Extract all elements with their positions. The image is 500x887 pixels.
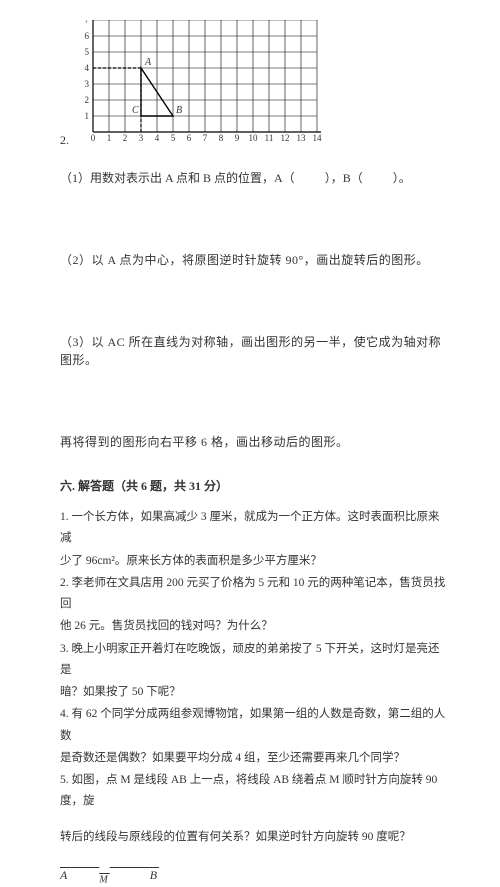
svg-text:13: 13 [297,133,307,143]
svg-text:6: 6 [187,133,192,143]
svg-text:11: 11 [265,133,274,143]
svg-text:A: A [144,57,152,68]
subq-2: （2）以 A 点为中心，将原图逆时针旋转 90°，画出旋转后的图形。 [60,251,450,269]
spacer [60,387,450,415]
subq-3: （3）以 AC 所在直线为对称轴，画出图形的另一半，使它成为轴对称图形。 [60,333,450,369]
svg-text:5: 5 [85,47,90,57]
svg-text:9: 9 [235,133,240,143]
q1-a: （1）用数对表示出 A 点和 B 点的位置，A（ [60,171,295,185]
svg-text:10: 10 [249,133,259,143]
svg-text:1: 1 [85,111,90,121]
grid-svg: 012345678910111213141234567ABC [75,20,323,146]
segment-am: A M [60,866,110,887]
svg-text:4: 4 [155,133,160,143]
point-a-label: A [60,868,69,882]
svg-text:6: 6 [85,31,90,41]
problem-1-l2: 少了 96cm²。原来长方体的表面积是多少平方厘米？ [60,551,450,572]
svg-text:5: 5 [171,133,176,143]
problem-2-l2: 他 26 元。售货员找回的钱对吗？为什么？ [60,616,450,637]
svg-text:4: 4 [85,63,90,73]
svg-text:C: C [132,105,139,116]
svg-text:8: 8 [219,133,224,143]
svg-text:3: 3 [85,79,90,89]
svg-text:B: B [176,105,182,116]
problem-number-2: 2. [60,131,69,151]
svg-text:2: 2 [123,133,128,143]
spacer [60,287,450,315]
svg-text:14: 14 [313,133,323,143]
line-segment-figure: A M B [60,866,450,887]
problem-5-l2: 转后的线段与原线段的位置有何关系？如果逆时针方向旋转 90 度呢？ [60,827,450,848]
spacer [60,205,450,233]
problem-2-chart-row: 2. 012345678910111213141234567ABC [60,20,450,151]
problem-4-l1: 4. 有 62 个同学分成两组参观博物馆，如果第一组的人数是奇数，第二组的人数 [60,704,450,747]
segment-mb: B [110,866,159,884]
point-m-label: M [99,874,109,885]
svg-text:1: 1 [107,133,112,143]
svg-text:7: 7 [85,20,90,25]
problem-3-l1: 3. 晚上小明家正开着灯在吃晚饭，顽皮的弟弟按了 5 下开关，这时灯是亮还是 [60,639,450,682]
q1-blank-b [366,171,390,185]
problem-1-l1: 1. 一个长方体，如果高减少 3 厘米，就成为一个正方体。这时表面积比原来减 [60,507,450,550]
svg-text:0: 0 [91,133,96,143]
problem-5-l1: 5. 如图，点 M 是线段 AB 上一点，将线段 AB 绕着点 M 顺时针方向旋… [60,770,450,813]
problem-2-l1: 2. 李老师在文具店用 200 元买了价格为 5 元和 10 元的两种笔记本，售… [60,573,450,616]
svg-text:7: 7 [203,133,208,143]
coordinate-grid-chart: 012345678910111213141234567ABC [75,20,323,151]
problem-3-l2: 暗？如果按了 50 下呢？ [60,682,450,703]
q1-blank-a [298,171,322,185]
svg-text:3: 3 [139,133,144,143]
point-b-label: B [150,868,159,882]
problem-4-l2: 是奇数还是偶数？如果要平均分成 4 组，至少还需要再来几个同学？ [60,748,450,769]
svg-text:12: 12 [281,133,290,143]
section-6-head: 六. 解答题（共 6 题，共 31 分） [60,477,450,495]
subq-1: （1）用数对表示出 A 点和 B 点的位置，A（ ），B（ ）。 [60,169,450,187]
q1-b: ），B（ [325,171,363,185]
subq-4: 再将得到的图形向右平移 6 格，画出移动后的图形。 [60,433,450,451]
q1-c: ）。 [393,171,411,185]
svg-text:2: 2 [85,95,90,105]
